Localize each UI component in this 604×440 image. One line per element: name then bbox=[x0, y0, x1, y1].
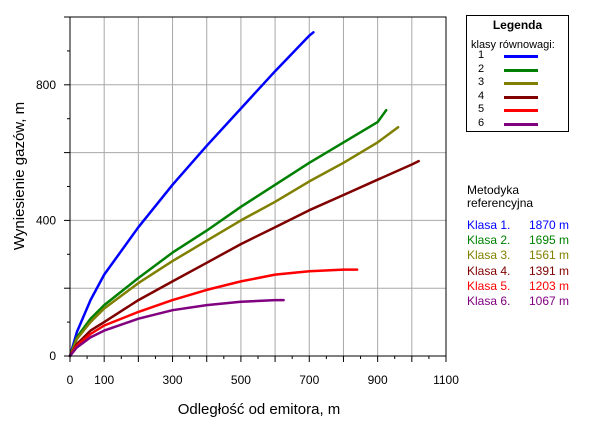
legend-item: 1 bbox=[467, 49, 568, 63]
reference-class-name: Klasa 2. bbox=[467, 233, 511, 248]
reference-class-name: Klasa 3. bbox=[467, 248, 511, 263]
legend-swatch bbox=[504, 82, 538, 85]
reference-class-value: 1695 m bbox=[529, 233, 570, 248]
x-tick-label: 0 bbox=[67, 373, 74, 387]
x-axis-title: Odległość od emitora, m bbox=[178, 401, 341, 418]
reference-class-name: Klasa 5. bbox=[467, 278, 511, 293]
axes bbox=[64, 16, 447, 362]
legend-item: 2 bbox=[467, 63, 568, 77]
reference-class-name: Klasa 1. bbox=[467, 218, 511, 232]
legend-swatch bbox=[504, 68, 538, 72]
reference-class-value: 1870 m bbox=[529, 218, 570, 232]
y-axis-title: Wyniesienie gazów, m bbox=[11, 102, 28, 250]
legend-item-label: 1 bbox=[477, 49, 485, 61]
x-tick-label: 1100 bbox=[433, 373, 459, 387]
legend-swatch bbox=[504, 122, 538, 126]
reference-panel: Metodyka referencyjna Klasa 1. 1870 m Klas… bbox=[467, 183, 597, 309]
y-tick-label: 400 bbox=[36, 213, 56, 227]
x-tick-label: 100 bbox=[94, 373, 114, 387]
legend-subtitle: klasy równowagi: bbox=[471, 39, 555, 51]
legend-item: 6 bbox=[467, 117, 568, 131]
legend-item: 4 bbox=[467, 90, 568, 104]
legend-item: 5 bbox=[467, 103, 568, 117]
legend-swatch bbox=[504, 95, 538, 99]
reference-class-value: 1203 m bbox=[529, 278, 570, 293]
legend-item: 3 bbox=[467, 76, 568, 90]
series-line-5 bbox=[68, 268, 359, 358]
y-tick-label: 800 bbox=[36, 78, 56, 92]
legend-swatch bbox=[504, 55, 538, 58]
plot-frame bbox=[69, 16, 447, 357]
x-tick-label: 300 bbox=[163, 373, 183, 387]
series-line-4 bbox=[68, 159, 420, 358]
series-line-1 bbox=[68, 31, 315, 358]
legend-item-label: 2 bbox=[477, 62, 485, 75]
series-line-2 bbox=[68, 108, 388, 358]
reference-title-line1: Metodyka bbox=[467, 183, 520, 197]
legend-item-label: 4 bbox=[477, 89, 485, 102]
legend-swatch bbox=[504, 109, 538, 112]
reference-class-name: Klasa 6. bbox=[467, 294, 511, 308]
reference-class-value: 1391 m bbox=[529, 263, 570, 278]
reference-class-name: Klasa 4. bbox=[467, 263, 511, 278]
legend-title: Legenda bbox=[492, 18, 543, 32]
legend-item-label: 3 bbox=[477, 76, 485, 88]
reference-class-value: 1561 m bbox=[529, 248, 570, 263]
series-lines bbox=[68, 31, 420, 358]
reference-title-line2: referencyjna bbox=[467, 196, 534, 210]
x-tick-label: 900 bbox=[368, 373, 388, 387]
legend-item-label: 5 bbox=[477, 103, 485, 115]
series-line-3 bbox=[68, 125, 400, 358]
tick-labels: 0 100 300 500 700 900 1100 0 400 800 bbox=[36, 78, 459, 387]
x-tick-label: 500 bbox=[231, 373, 251, 387]
x-tick-label: 700 bbox=[299, 373, 319, 387]
legend-item-label: 6 bbox=[477, 116, 485, 129]
series-line-6 bbox=[68, 298, 285, 358]
y-tick-label: 0 bbox=[49, 349, 56, 363]
reference-class-value: 1067 m bbox=[529, 294, 570, 308]
grid bbox=[70, 17, 446, 356]
